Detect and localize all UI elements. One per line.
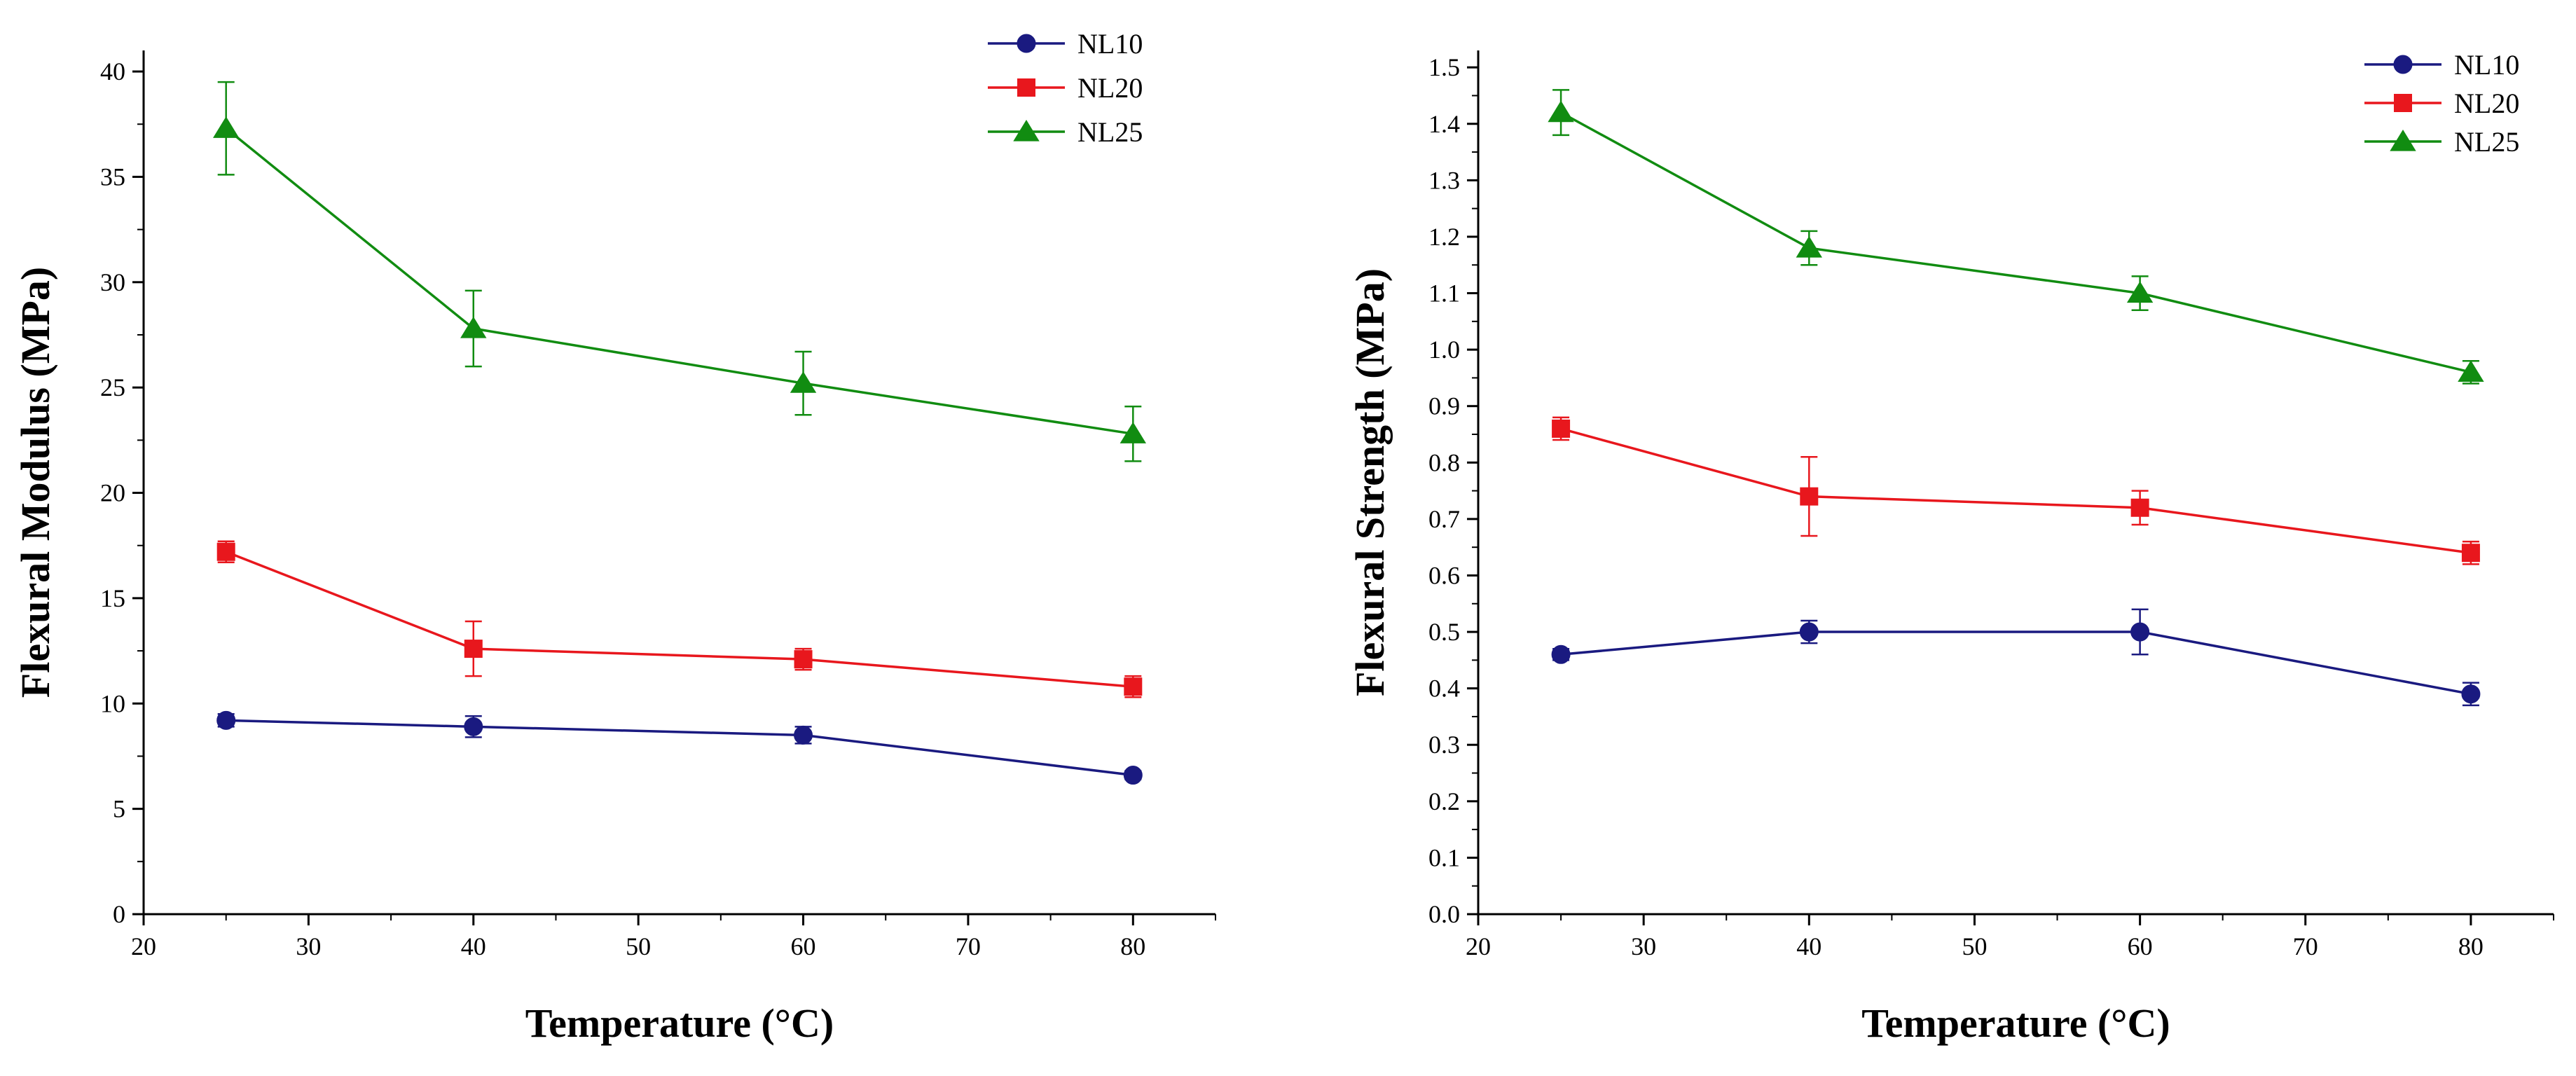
data-point — [2130, 622, 2150, 642]
data-point — [1552, 419, 1571, 438]
y-tick-label: 0.1 — [1428, 843, 1460, 871]
series-nl20 — [1552, 416, 2480, 565]
data-point — [1124, 677, 1143, 696]
x-tick-label: 30 — [296, 932, 321, 960]
x-axis-title: Temperature (°C) — [525, 1000, 834, 1046]
legend-marker — [2390, 130, 2416, 151]
data-point — [1799, 622, 1819, 642]
legend-label: NL10 — [1077, 28, 1143, 60]
data-point — [1123, 766, 1143, 785]
data-point — [794, 725, 813, 745]
series-nl20 — [216, 540, 1143, 698]
data-point — [460, 316, 487, 338]
data-point — [216, 710, 236, 730]
y-tick-label: 1.2 — [1428, 223, 1460, 251]
data-point — [216, 542, 235, 561]
legend-marker — [2394, 94, 2412, 112]
series-line — [1560, 111, 2472, 374]
legend-label: NL20 — [1077, 72, 1143, 104]
legend-marker — [2393, 55, 2413, 74]
x-axis-title: Temperature (°C) — [1861, 1000, 2170, 1046]
chart-2: 20 30 40 50 60 70 80 0.0 0.1 0.2 0.3 0.4 0.5 0.6 0.7 0.… — [1347, 49, 2554, 1046]
x-tick-label: 60 — [2128, 932, 2153, 960]
y-axis-title: Flexural Modulus (MPa) — [13, 267, 58, 698]
x-tick-label: 20 — [131, 932, 156, 960]
chart-1: 20 30 40 50 60 70 80 0 5 10 15 20 25 30 35 40 Temperatur… — [13, 28, 1216, 1046]
series-line — [225, 127, 1134, 436]
data-point — [2126, 281, 2154, 303]
y-tick-label: 0 — [113, 900, 125, 928]
data-point — [1548, 100, 1574, 123]
data-point — [1796, 236, 1823, 258]
legend-label: NL25 — [2454, 126, 2519, 158]
data-point — [2130, 498, 2149, 517]
y-tick-label: 0.4 — [1428, 675, 1460, 703]
x-tick-label: 40 — [1796, 932, 1821, 960]
data-point — [2461, 684, 2481, 704]
legend: NL10 NL20 NL25 — [2364, 49, 2519, 158]
data-point — [212, 116, 240, 138]
y-tick-label: 10 — [100, 689, 125, 717]
y-tick-label: 30 — [100, 268, 125, 296]
y-tick-label: 25 — [100, 373, 125, 401]
y-tick-label: 1.3 — [1428, 166, 1460, 194]
series-line — [226, 551, 1134, 688]
data-point — [464, 717, 483, 736]
data-point — [790, 371, 817, 393]
series-nl10 — [1551, 608, 2481, 707]
x-tick-label: 70 — [2293, 932, 2318, 960]
x-tick-label: 80 — [1120, 932, 1145, 960]
x-tick-label: 50 — [1962, 932, 1987, 960]
y-tick-label: 40 — [100, 57, 125, 85]
y-tick-label: 15 — [100, 584, 125, 612]
axes: 20 30 40 50 60 70 80 0.0 0.1 0.2 0.3 0.4 0.5 0.6 0.7 0.… — [1428, 50, 2554, 960]
x-tick-label: 40 — [461, 932, 486, 960]
x-tick-label: 30 — [1631, 932, 1656, 960]
y-tick-label: 0.0 — [1428, 900, 1460, 928]
legend: NL10 NL20 NL25 — [988, 28, 1143, 148]
series-nl10 — [216, 710, 1143, 785]
legend-label: NL10 — [2454, 49, 2519, 81]
legend-marker — [1017, 78, 1035, 97]
y-axis-title: Flexural Strength (MPa) — [1347, 268, 1393, 696]
y-tick-label: 1.1 — [1428, 280, 1460, 308]
y-tick-label: 1.5 — [1428, 53, 1460, 81]
axes: 20 30 40 50 60 70 80 0 5 10 15 20 25 30 35 40 — [100, 50, 1216, 960]
y-tick-label: 1.0 — [1428, 336, 1460, 364]
series-nl25 — [212, 81, 1147, 462]
y-tick-label: 0.7 — [1428, 505, 1460, 533]
series-line — [226, 719, 1134, 777]
data-point — [2461, 544, 2480, 563]
data-point — [1551, 644, 1571, 664]
x-tick-label: 50 — [626, 932, 651, 960]
data-point — [1800, 487, 1819, 506]
y-tick-label: 0.2 — [1428, 787, 1460, 815]
y-tick-label: 0.5 — [1428, 618, 1460, 646]
data-point — [464, 640, 483, 658]
series-line — [1560, 427, 2472, 554]
legend-marker — [1013, 120, 1040, 142]
y-tick-label: 0.6 — [1428, 561, 1460, 589]
y-tick-label: 35 — [100, 163, 125, 191]
legend-marker — [1017, 34, 1036, 53]
legend-label: NL25 — [1077, 116, 1143, 148]
data-point — [1120, 422, 1147, 443]
x-tick-label: 80 — [2458, 932, 2484, 960]
y-tick-label: 0.9 — [1428, 392, 1460, 420]
data-point — [2458, 360, 2484, 382]
y-tick-label: 1.4 — [1428, 110, 1460, 138]
y-tick-label: 20 — [100, 479, 125, 507]
x-tick-label: 70 — [956, 932, 981, 960]
legend-label: NL20 — [2454, 88, 2519, 119]
y-tick-label: 5 — [113, 795, 125, 823]
y-tick-label: 0.3 — [1428, 731, 1460, 759]
series-nl25 — [1548, 89, 2484, 385]
x-tick-label: 60 — [791, 932, 816, 960]
data-point — [794, 650, 813, 669]
y-tick-label: 0.8 — [1428, 448, 1460, 476]
series-line — [1560, 630, 2472, 696]
x-tick-label: 20 — [1466, 932, 1491, 960]
